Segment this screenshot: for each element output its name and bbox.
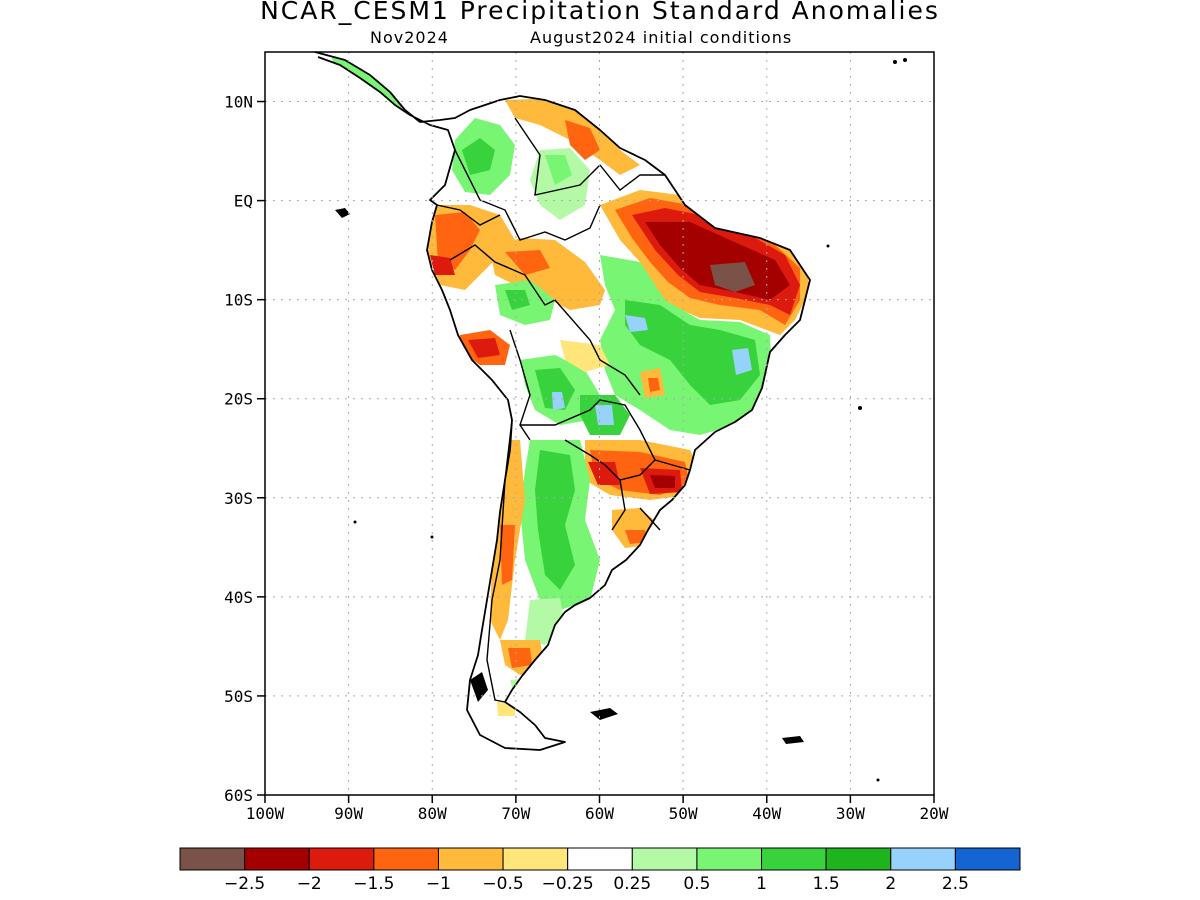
colorbar-label: −0.5 <box>482 874 523 894</box>
lon-tick-label: 20W <box>920 804 949 823</box>
coastline <box>314 51 811 751</box>
colorbar-label: −2 <box>297 874 322 894</box>
lon-tick-label: 100W <box>246 804 285 823</box>
lat-tick-label: 50S <box>224 687 253 706</box>
colorbar-swatch <box>696 847 763 871</box>
colorbar-label: 2 <box>885 874 896 894</box>
colorbar-swatch <box>373 847 439 871</box>
colorbar-label: −2.5 <box>224 874 265 894</box>
colorbar-swatch <box>437 847 504 871</box>
anomaly-shading <box>330 52 810 716</box>
lat-tick-label: 10N <box>224 93 253 112</box>
lon-tick-label: 60W <box>585 804 614 823</box>
lon-tick-label: 40W <box>752 804 781 823</box>
initial-conditions: August2024 initial conditions <box>530 28 793 47</box>
islands <box>335 58 907 782</box>
lon-tick-label: 90W <box>334 804 363 823</box>
colorbar-label: 0.5 <box>683 874 710 894</box>
colorbar-swatch <box>179 847 246 871</box>
lat-tick-label: 10S <box>224 291 253 310</box>
chart-title: NCAR_CESM1 Precipitation Standard Anomal… <box>260 0 940 25</box>
lon-tick-label: 80W <box>418 804 447 823</box>
colorbar-label: −1.5 <box>353 874 394 894</box>
colorbar-label: −0.25 <box>542 874 594 894</box>
lat-tick-label: 30S <box>224 489 253 508</box>
colorbar: −2.5 −2 −1.5 −1 −0.5 −0.25 0.25 0.5 1 1.5 2 2.5 <box>179 847 1021 894</box>
colorbar-swatch <box>890 847 956 871</box>
lat-tick-label: 40S <box>224 588 253 607</box>
colorbar-label: −1 <box>426 874 451 894</box>
colorbar-label: 2.5 <box>942 874 969 894</box>
lat-tick-label: 20S <box>224 390 253 409</box>
colorbar-swatch <box>825 847 892 871</box>
colorbar-swatch <box>244 847 310 871</box>
colorbar-swatch <box>954 847 1021 871</box>
colorbar-label: 1.5 <box>813 874 840 894</box>
lon-tick-label: 30W <box>836 804 865 823</box>
colorbar-label: 1 <box>756 874 767 894</box>
forecast-month: Nov2024 <box>370 28 449 47</box>
lat-tick-label: EQ <box>234 192 253 211</box>
colorbar-swatch <box>631 847 698 871</box>
colorbar-swatch <box>502 847 569 871</box>
colorbar-label: 0.25 <box>613 874 651 894</box>
colorbar-swatch <box>308 847 375 871</box>
lat-tick-label: 60S <box>224 786 253 805</box>
colorbar-swatch <box>761 847 827 871</box>
lon-tick-label: 50W <box>669 804 698 823</box>
country-borders <box>436 117 691 703</box>
lon-tick-label: 70W <box>501 804 530 823</box>
colorbar-swatch <box>567 847 633 871</box>
